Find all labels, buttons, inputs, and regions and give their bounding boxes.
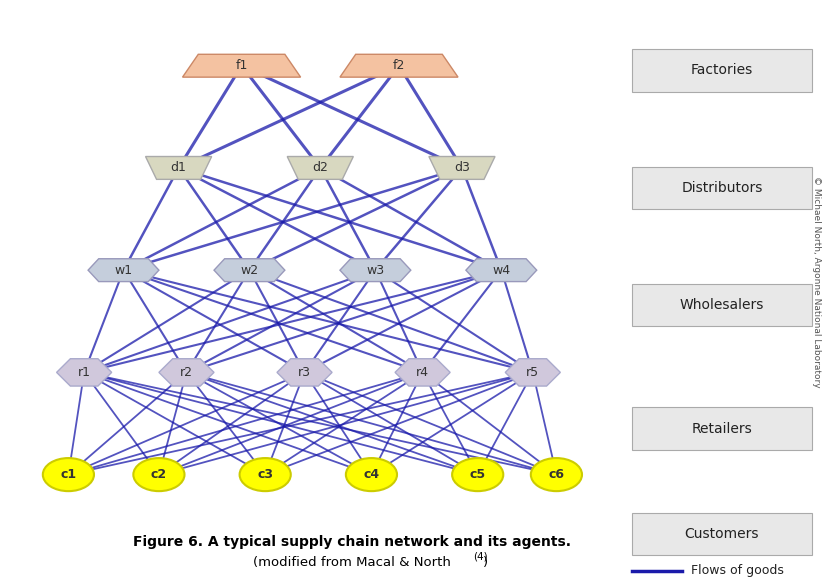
Polygon shape: [57, 359, 111, 386]
Text: c5: c5: [469, 468, 485, 481]
Text: Wholesalers: Wholesalers: [679, 298, 763, 312]
Polygon shape: [88, 259, 159, 282]
Text: w1: w1: [115, 264, 132, 276]
Polygon shape: [466, 259, 536, 282]
Polygon shape: [287, 157, 353, 180]
Text: r5: r5: [526, 366, 538, 379]
Text: (4): (4): [472, 551, 487, 562]
Polygon shape: [159, 359, 214, 386]
Ellipse shape: [239, 458, 290, 491]
Text: c2: c2: [150, 468, 167, 481]
Text: w2: w2: [240, 264, 258, 276]
Polygon shape: [505, 359, 559, 386]
Text: Figure 6. A typical supply chain network and its agents.: Figure 6. A typical supply chain network…: [132, 535, 570, 549]
FancyBboxPatch shape: [631, 284, 811, 326]
Text: Flows of goods: Flows of goods: [690, 564, 782, 577]
Text: r1: r1: [78, 366, 90, 379]
FancyBboxPatch shape: [631, 513, 811, 555]
Text: c4: c4: [363, 468, 379, 481]
Ellipse shape: [43, 458, 94, 491]
Polygon shape: [214, 259, 284, 282]
FancyBboxPatch shape: [631, 407, 811, 450]
Ellipse shape: [451, 458, 502, 491]
Text: © Michael North, Argonne National Laboratory: © Michael North, Argonne National Labora…: [811, 176, 819, 387]
Polygon shape: [428, 157, 494, 180]
Ellipse shape: [345, 458, 396, 491]
Text: Factories: Factories: [690, 63, 752, 77]
FancyBboxPatch shape: [631, 49, 811, 92]
Polygon shape: [182, 54, 300, 77]
Text: Distributors: Distributors: [681, 181, 762, 195]
Polygon shape: [145, 157, 212, 180]
Ellipse shape: [133, 458, 184, 491]
Text: f1: f1: [235, 59, 247, 72]
Text: c1: c1: [60, 468, 76, 481]
Text: w3: w3: [366, 264, 384, 276]
Polygon shape: [339, 259, 410, 282]
Text: d1: d1: [171, 161, 186, 174]
Text: w4: w4: [492, 264, 510, 276]
Text: (modified from Macal & North: (modified from Macal & North: [252, 556, 450, 569]
Text: ): ): [482, 556, 487, 569]
Text: r2: r2: [180, 366, 193, 379]
Polygon shape: [277, 359, 332, 386]
Ellipse shape: [530, 458, 581, 491]
FancyBboxPatch shape: [631, 167, 811, 209]
Text: f2: f2: [392, 59, 405, 72]
Text: Retailers: Retailers: [691, 421, 752, 436]
Text: c3: c3: [257, 468, 273, 481]
Text: d3: d3: [453, 161, 469, 174]
Text: c6: c6: [548, 468, 563, 481]
Polygon shape: [395, 359, 450, 386]
Text: d2: d2: [312, 161, 328, 174]
Text: r4: r4: [415, 366, 429, 379]
Text: Customers: Customers: [684, 527, 758, 541]
Polygon shape: [339, 54, 457, 77]
Text: r3: r3: [298, 366, 311, 379]
